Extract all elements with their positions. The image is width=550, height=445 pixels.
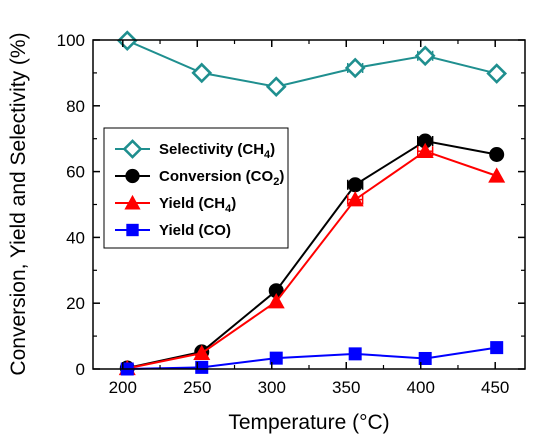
point-conversion-co2 [268, 283, 284, 299]
x-tick-label: 300 [258, 378, 286, 397]
series-line-yield-co [127, 346, 497, 370]
point-yield-co [490, 341, 504, 355]
x-tick-label: 400 [407, 378, 435, 397]
x-tick-label: 250 [183, 378, 211, 397]
x-tick-label: 350 [332, 378, 360, 397]
point-yield-ch4 [346, 191, 364, 207]
point-selectivity-ch4 [414, 45, 436, 67]
y-tick-label: 0 [76, 360, 85, 379]
series-yield-co [120, 341, 504, 376]
x-tick-label: 200 [109, 378, 137, 397]
point-conversion-co2 [489, 146, 505, 162]
series-line-selectivity-ch4 [126, 39, 497, 88]
x-axis-title: Temperature (°C) [228, 411, 389, 434]
point-yield-co [269, 351, 283, 365]
y-tick-label: 20 [66, 294, 85, 313]
legend: Selectivity (CH4) Conversion (CO2) Yield (… [103, 127, 289, 249]
y-tick-label: 80 [66, 97, 85, 116]
legend-label-conversion-co2: Conversion (CO2) [159, 168, 284, 188]
legend-marker-yield-ch4 [124, 194, 141, 210]
series-selectivity-ch4 [116, 30, 508, 98]
point-yield-co [195, 360, 209, 374]
legend-marker-conversion-co2 [125, 168, 140, 184]
point-yield-ch4 [193, 344, 211, 361]
x-tick-label: 450 [481, 378, 509, 397]
point-yield-ch4 [416, 142, 434, 159]
point-selectivity-ch4 [191, 62, 213, 84]
legend-marker-selectivity-ch4 [122, 139, 143, 159]
point-selectivity-ch4 [265, 76, 287, 98]
legend-label-yield-ch4: Yield (CH4) [159, 195, 236, 215]
point-yield-ch4 [267, 293, 285, 309]
point-conversion-co2 [417, 133, 433, 149]
y-tick-label: 40 [66, 228, 85, 247]
ticks-layer: 200 250 300 350 400 450 0 20 40 60 80 100 [57, 31, 525, 397]
point-selectivity-ch4 [344, 57, 366, 79]
point-yield-co [418, 351, 432, 365]
point-yield-co [348, 347, 362, 361]
point-conversion-co2 [347, 177, 363, 193]
y-axis-title: Conversion, Yield and Selectivity (%) [7, 32, 30, 375]
point-yield-ch4 [488, 167, 506, 183]
legend-label-selectivity-ch4: Selectivity (CH4) [159, 141, 275, 161]
series-line-conversion-co2 [127, 139, 497, 369]
series-line-yield-ch4 [127, 150, 498, 370]
y-tick-label: 100 [57, 31, 85, 50]
point-selectivity-ch4 [486, 63, 508, 84]
series-layer [116, 30, 508, 376]
y-tick-label: 60 [66, 163, 85, 182]
legend-marker-yield-co [126, 223, 139, 237]
legend-label-yield-co: Yield (CO) [159, 222, 231, 239]
